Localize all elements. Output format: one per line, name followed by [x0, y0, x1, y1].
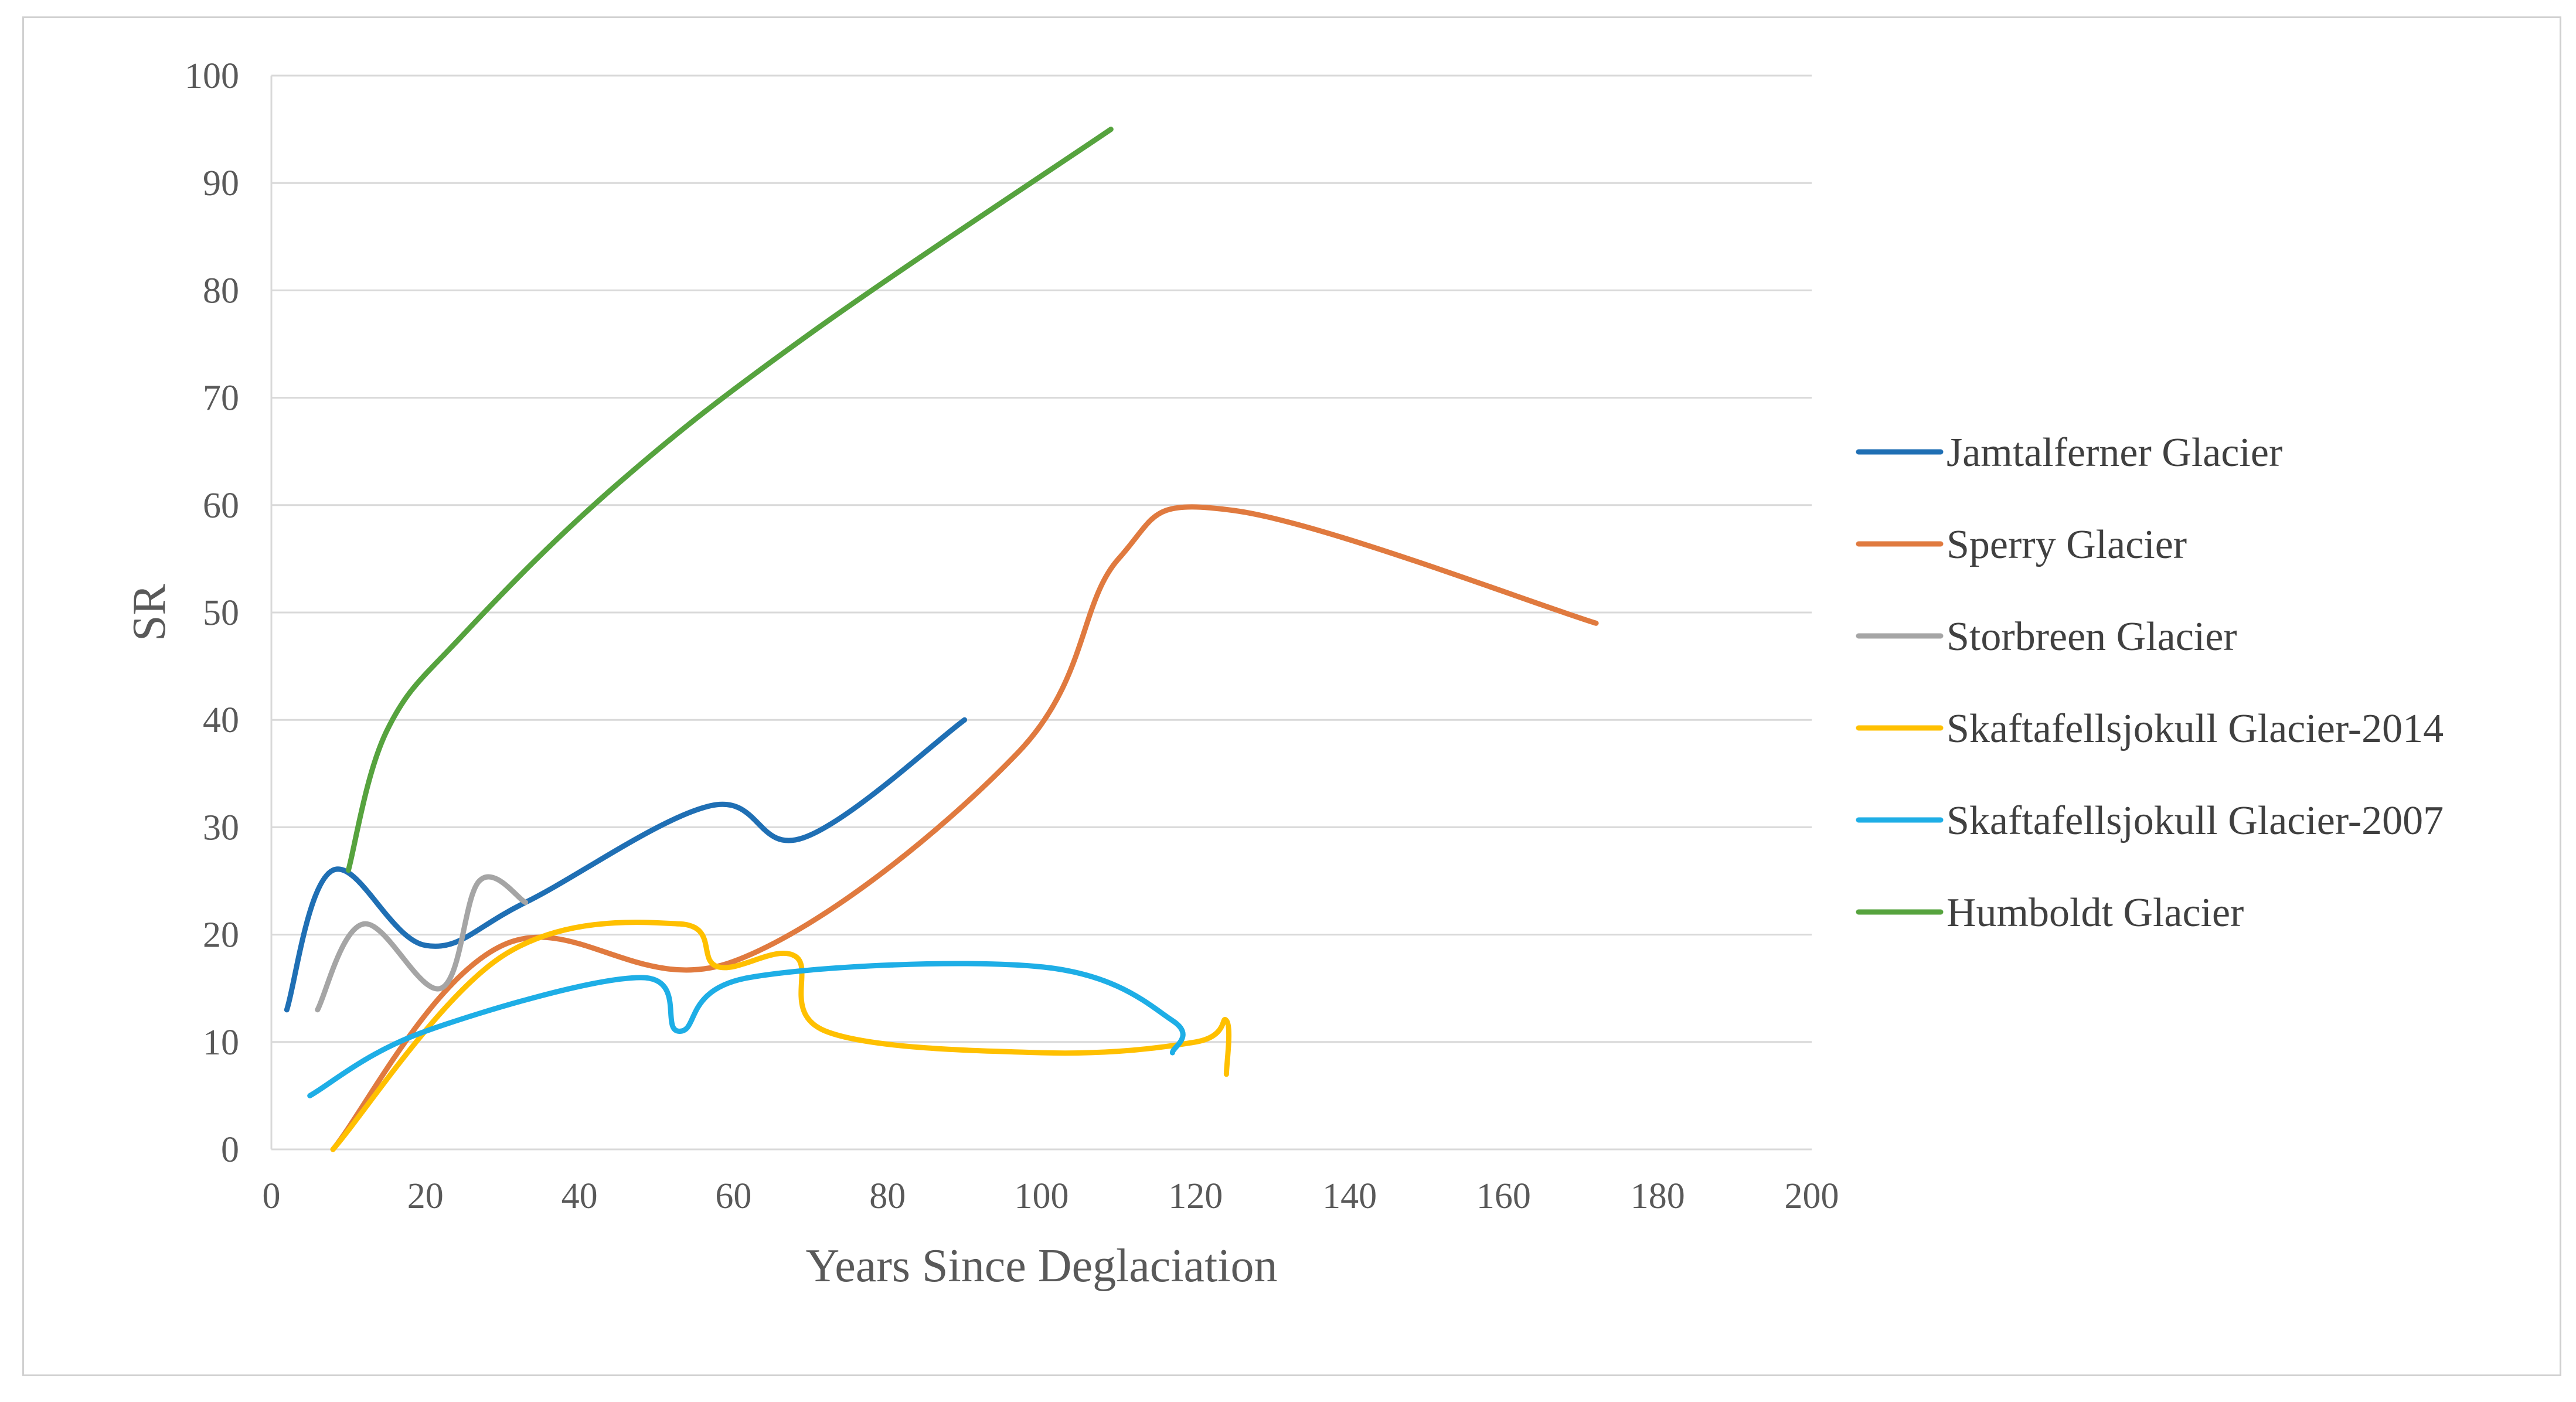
y-tick-label: 10: [203, 1023, 239, 1063]
y-tick-label: 40: [203, 700, 239, 740]
y-tick-label: 90: [203, 164, 239, 203]
y-tick-label: 100: [185, 56, 239, 96]
x-tick-label: 180: [1631, 1176, 1685, 1216]
legend-label: Skaftafellsjokull Glacier-2014: [1947, 706, 2444, 751]
legend-label: Sperry Glacier: [1947, 522, 2187, 567]
x-tick-label: 200: [1785, 1176, 1839, 1216]
x-tick-label: 120: [1168, 1176, 1223, 1216]
y-axis-title: SR: [124, 583, 175, 641]
legend-label: Skaftafellsjokull Glacier-2007: [1947, 798, 2444, 843]
x-tick-label: 160: [1476, 1176, 1531, 1216]
series-line-skaftafellsjokull-glacier-2014: [330, 920, 1232, 1152]
legend: Jamtalferner Glacier Sperry Glacier Storbr…: [1856, 430, 2444, 935]
series-line-sperry-glacier: [330, 504, 1599, 1152]
y-tick-label: 80: [203, 271, 239, 311]
legend-label: Jamtalferner Glacier: [1947, 430, 2282, 475]
series-line-jamtalferner-glacier: [284, 717, 968, 1013]
x-tick-label: 0: [263, 1176, 281, 1216]
x-tick-label: 100: [1015, 1176, 1069, 1216]
y-tick-label: 70: [203, 379, 239, 418]
legend-label: Storbreen Glacier: [1947, 614, 2237, 659]
chart-frame: 0 10 20 30 40 50 60 70 80 90 100 0 20 40 60 80 100 120 140…: [22, 16, 2561, 1376]
x-tick-label: 20: [407, 1176, 444, 1216]
y-tick-label: 0: [221, 1130, 239, 1170]
y-tick-label: 20: [203, 916, 239, 955]
y-tick-label: 60: [203, 486, 239, 526]
series-line-storbreen-glacier: [315, 874, 529, 1013]
series-line-skaftafellsjokull-glacier-2007: [307, 961, 1186, 1098]
series-lines: [284, 127, 1599, 1152]
y-tick-label: 30: [203, 808, 239, 848]
x-tick-label: 80: [869, 1176, 906, 1216]
gridlines: [271, 74, 1812, 1151]
x-tick-label: 40: [562, 1176, 598, 1216]
x-axis-title: Years Since Deglaciation: [806, 1240, 1278, 1292]
y-tick-label: 50: [203, 593, 239, 633]
line-chart: 0 10 20 30 40 50 60 70 80 90 100 0 20 40 60 80 100 120 140…: [124, 56, 2444, 1292]
legend-label: Humboldt Glacier: [1947, 890, 2244, 935]
x-tick-label: 60: [715, 1176, 751, 1216]
axes: 0 10 20 30 40 50 60 70 80 90 100 0 20 40 60 80 100 120 140…: [185, 56, 1839, 1216]
x-tick-label: 140: [1322, 1176, 1377, 1216]
series-line-humboldt-glacier: [345, 127, 1114, 873]
